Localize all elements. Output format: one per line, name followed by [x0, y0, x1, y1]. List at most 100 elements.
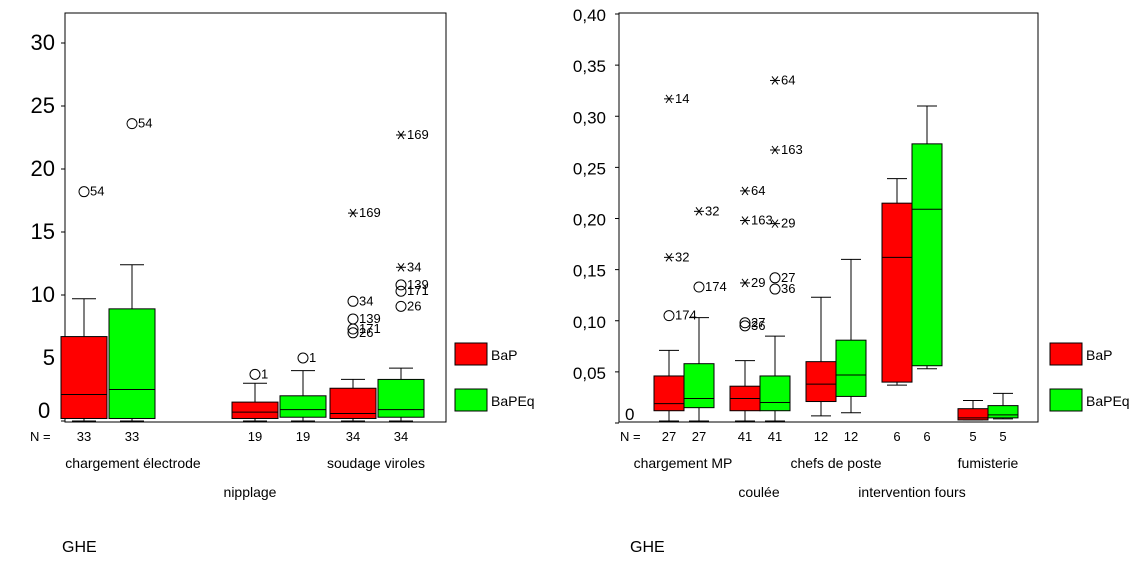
outlier-label: 27 [751, 315, 765, 330]
n-value: 33 [125, 429, 139, 444]
outlier-star-stroke [741, 278, 749, 288]
outlier-label: 174 [705, 279, 727, 294]
y-tick-label: 20 [31, 156, 55, 181]
outlier-circle [693, 281, 705, 293]
outlier-star-stroke [695, 207, 703, 216]
box-iqr [377, 378, 425, 418]
box-bap: 12 [805, 296, 837, 444]
category-label: nipplage [224, 484, 277, 500]
outlier-label: 29 [751, 275, 765, 290]
n-value: 41 [768, 429, 782, 444]
outlier-label: 34 [359, 293, 373, 308]
outlier-star-stroke [771, 76, 779, 85]
box-iqr [835, 339, 867, 397]
outlier-label: 32 [675, 249, 689, 264]
n-value: 12 [814, 429, 828, 444]
outlier-star [694, 207, 704, 216]
outlier-star-stroke [397, 130, 405, 140]
box-bapeq: 33 54 [108, 116, 156, 444]
outlier-star [740, 216, 750, 225]
outlier-star [770, 76, 780, 85]
box-bapeq: 6 [911, 105, 943, 444]
category-label: chefs de poste [790, 455, 881, 471]
box-bap: 27 174 32 14 [653, 91, 697, 444]
outlier-star-stroke [349, 208, 357, 218]
outlier-star-stroke [741, 216, 749, 225]
outlier-label: 29 [781, 216, 795, 231]
outlier-star-stroke [741, 186, 749, 196]
legend-label: BaP [1086, 347, 1112, 363]
legend-label: BaPEq [1086, 393, 1130, 409]
box-iqr [805, 361, 837, 403]
category-label: chargement électrode [65, 455, 201, 471]
legend-swatch [1049, 342, 1083, 366]
n-value: 6 [893, 429, 900, 444]
box-iqr [987, 405, 1019, 419]
box-iqr [911, 143, 943, 367]
y-tick-label: 0,25 [573, 159, 606, 178]
outlier-star-stroke [771, 219, 779, 228]
x-axis-label: GHE [62, 539, 97, 556]
n-value: 41 [738, 429, 752, 444]
n-value: 19 [296, 429, 310, 444]
box-bapeq: 27 174 32 [683, 203, 727, 444]
box-iqr [231, 401, 279, 419]
n-value: 19 [248, 429, 262, 444]
legend-label: BaP [491, 347, 517, 363]
outlier-label: 27 [781, 270, 795, 285]
outlier-star [396, 130, 406, 140]
outlier-circle [739, 320, 751, 332]
outlier-label: 163 [751, 213, 773, 228]
outlier-label: 139 [407, 277, 429, 292]
n-value: 5 [999, 429, 1006, 444]
outlier-label: 32 [705, 203, 719, 218]
y-tick-label: 0,10 [573, 313, 606, 332]
box-iqr [881, 202, 913, 383]
box-bapeq: 12 [835, 258, 867, 444]
outlier-circle [347, 313, 359, 325]
outlier-circle [395, 279, 407, 291]
outlier-circle [769, 272, 781, 284]
n-value: 6 [923, 429, 930, 444]
category-label: intervention fours [858, 484, 965, 500]
outlier-circle [739, 317, 751, 329]
box-bapeq: 19 1 [279, 350, 327, 444]
y-tick-label: 0,30 [573, 108, 606, 127]
outlier-label: 54 [90, 184, 104, 199]
outlier-label: 163 [781, 142, 803, 157]
outlier-star [348, 208, 358, 218]
n-value: 33 [77, 429, 91, 444]
outlier-label: 174 [675, 308, 697, 323]
legend-swatch [454, 342, 488, 366]
outlier-star-stroke [665, 94, 673, 104]
box-bapeq: 5 [987, 392, 1019, 444]
box-iqr [60, 336, 108, 419]
box-iqr [108, 308, 156, 419]
box-iqr [653, 375, 685, 412]
outlier-circle [395, 300, 407, 312]
outlier-star-stroke [397, 262, 405, 272]
category-label: soudage viroles [327, 455, 425, 471]
y-tick-label: 0,40 [573, 6, 606, 25]
outlier-circle [297, 352, 309, 364]
outlier-label: 64 [781, 72, 795, 87]
y-tick-label: 30 [31, 30, 55, 55]
box-bap: 5 [957, 400, 989, 444]
y-tick-label: 5 [43, 345, 55, 370]
outlier-star [396, 262, 406, 272]
box-bap: 33 54 [60, 184, 108, 444]
outlier-star [664, 253, 674, 262]
outlier-star-stroke [665, 253, 673, 262]
outlier-star [770, 219, 780, 228]
box-bap: 6 [881, 178, 913, 444]
outlier-label: 1 [309, 350, 316, 365]
box-iqr [683, 363, 715, 409]
box-iqr [329, 387, 377, 419]
outlier-label: 34 [407, 259, 421, 274]
n-value: 27 [692, 429, 706, 444]
outlier-circle [663, 310, 675, 322]
